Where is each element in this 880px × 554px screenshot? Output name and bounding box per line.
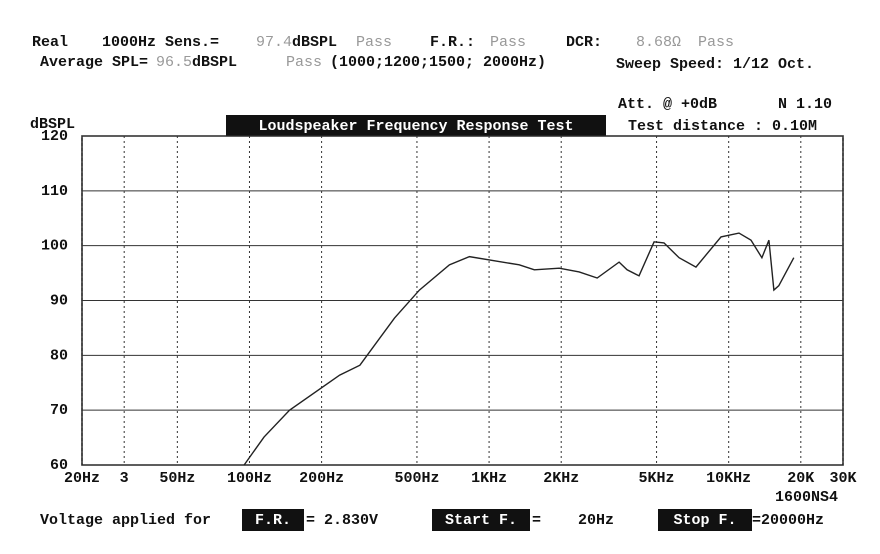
x-tick-label: 1KHz — [471, 470, 507, 487]
header-text: Sweep Speed: 1/12 Oct. — [616, 56, 814, 73]
x-tick-label: 200Hz — [299, 470, 344, 487]
x-tick-label: 100Hz — [227, 470, 272, 487]
x-tick-label: 50Hz — [159, 470, 195, 487]
sens-value: 97.4 — [256, 34, 292, 51]
pass-text: Pass — [356, 34, 392, 51]
y-tick-label: 70 — [50, 402, 68, 419]
model-text: 1600NS4 — [775, 489, 838, 506]
dcr-value: 8.68Ω — [636, 34, 681, 51]
y-tick-label: 120 — [41, 128, 68, 145]
pass-text: Pass — [698, 34, 734, 51]
chart-title: Loudspeaker Frequency Response Test — [258, 118, 573, 135]
header-text: Att. @ +0dB — [618, 96, 717, 113]
title-box — [226, 115, 606, 136]
header-text: (1000;1200;1500; 2000Hz) — [330, 54, 546, 71]
header-text: Test distance : 0.10M — [628, 118, 817, 135]
y-tick-label: 80 — [50, 347, 68, 364]
y-tick-label: 60 — [50, 457, 68, 474]
avg-value: 96.5 — [156, 54, 192, 71]
pass-text: Pass — [286, 54, 322, 71]
x-tick-label: 5KHz — [639, 470, 675, 487]
header-text: Average SPL= — [40, 54, 148, 71]
header-text: dBSPL — [192, 54, 237, 71]
header-text: N 1.10 — [778, 96, 832, 113]
fr-button: F.R. — [255, 512, 291, 529]
pass-text: Pass — [490, 34, 526, 51]
button-box — [242, 509, 304, 531]
footer-text: = 2.830V — [306, 512, 378, 529]
header-text: dBSPL — [292, 34, 337, 51]
header-text: 1000Hz Sens.= — [102, 34, 219, 51]
x-tick-label: 2KHz — [543, 470, 579, 487]
stop-button: Stop F. — [673, 512, 736, 529]
x-tick-label: 3 — [120, 470, 129, 487]
button-box — [432, 509, 530, 531]
start-button: Start F. — [445, 512, 517, 529]
x-tick-label: 20K — [787, 470, 814, 487]
header-text: F.R.: — [430, 34, 475, 51]
footer-text: Voltage applied for — [40, 512, 211, 529]
x-tick-label: 10KHz — [706, 470, 751, 487]
footer-text: =20000Hz — [752, 512, 824, 529]
footer-text: 20Hz — [578, 512, 614, 529]
header-text: DCR: — [566, 34, 602, 51]
header-text: Real — [32, 34, 68, 51]
y-axis-label: dBSPL — [30, 116, 75, 133]
x-tick-label: 30K — [829, 470, 856, 487]
response-line — [243, 232, 795, 466]
y-tick-label: 90 — [50, 292, 68, 309]
footer-text: = — [532, 512, 541, 529]
x-tick-label: 20Hz — [64, 470, 100, 487]
x-tick-label: 500Hz — [394, 470, 439, 487]
y-tick-label: 100 — [41, 238, 68, 255]
button-box — [658, 509, 752, 531]
y-tick-label: 110 — [41, 183, 68, 200]
